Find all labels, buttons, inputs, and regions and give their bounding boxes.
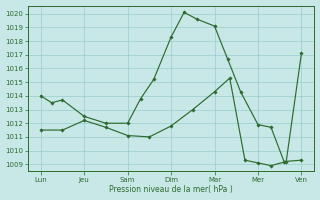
X-axis label: Pression niveau de la mer( hPa ): Pression niveau de la mer( hPa ) xyxy=(109,185,233,194)
